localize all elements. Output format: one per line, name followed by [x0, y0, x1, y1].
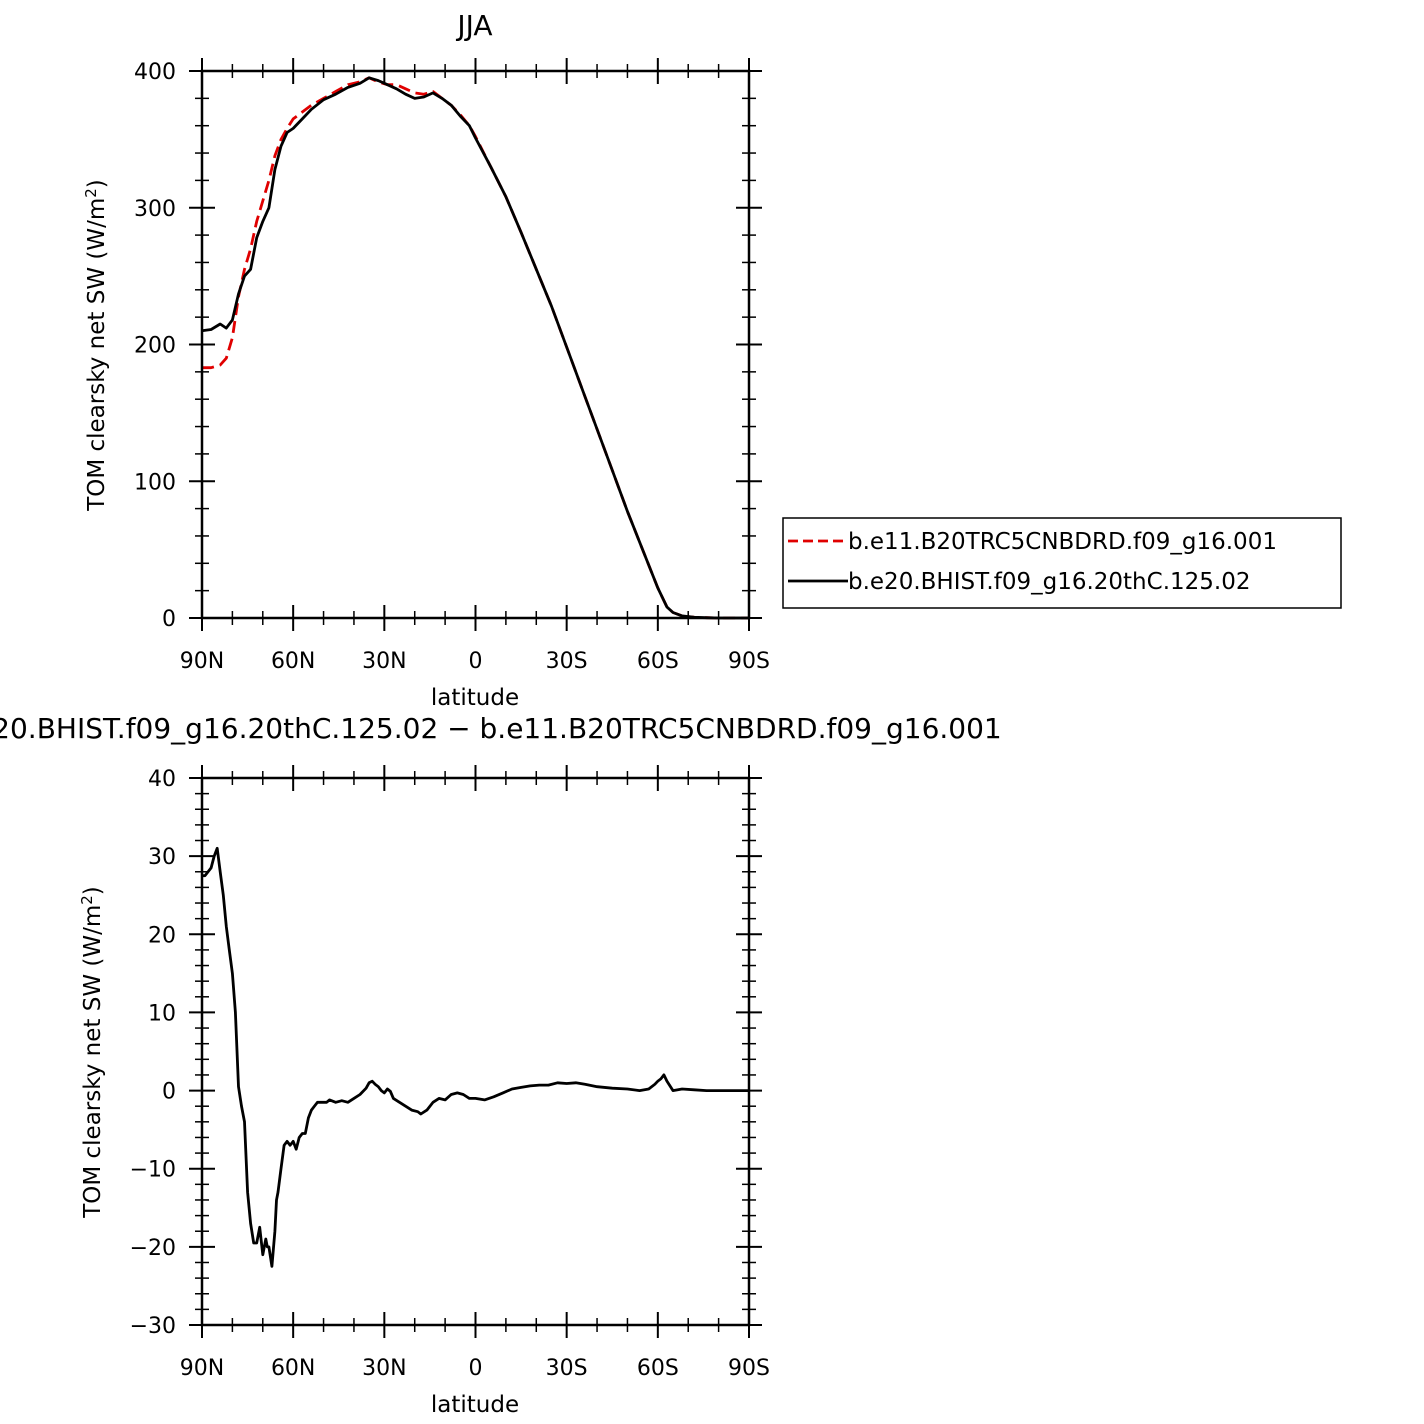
- top-panel: JJA 90N 60N 30N 0 30S 60S 90S 0 100 200 300 400 lat…: [82, 9, 1342, 711]
- bottom-y-axis-label-main: TOM clearsky net SW (W/m: [80, 905, 106, 1219]
- series-line-1: [202, 76, 749, 620]
- top-series-group: [201, 76, 749, 620]
- series-line-1: [202, 846, 749, 1268]
- legend-label-series-2: b.e20.BHIST.f09_g16.20thC.125.02: [848, 569, 1250, 595]
- bottom-x-axis-label: latitude: [431, 1392, 519, 1418]
- y-tick-label: 0: [162, 1080, 176, 1105]
- top-legend: b.e11.B20TRC5CNBDRD.f09_g16.001 b.e20.BH…: [782, 517, 1342, 609]
- x-tick-label: 30N: [362, 1356, 406, 1381]
- x-tick-label: 90N: [180, 1356, 224, 1381]
- bottom-tick-labels: 90N 60N 30N 0 30S 60S 90S −30 −20 −10 0 10 20 30 40: [130, 767, 770, 1381]
- bottom-plot-frame: [200, 776, 751, 1327]
- y-tick-label: −20: [130, 1236, 176, 1261]
- y-tick-label: −30: [130, 1314, 176, 1339]
- top-y-axis-label-main: TOM clearsky net SW (W/m: [84, 198, 110, 512]
- top-y-axis-label-sup: 2: [82, 188, 100, 198]
- bottom-y-axis-label-end: ): [80, 886, 106, 895]
- bottom-ticks: [189, 765, 762, 1338]
- y-tick-label: 400: [134, 60, 176, 85]
- x-tick-label: 30S: [546, 1356, 588, 1381]
- y-tick-label: 100: [134, 470, 176, 495]
- legend-box: [782, 517, 1342, 609]
- x-tick-label: 0: [469, 1356, 483, 1381]
- bottom-y-axis-label-sup: 2: [78, 895, 96, 905]
- x-tick-label: 60N: [271, 649, 315, 674]
- y-tick-label: 200: [134, 334, 176, 359]
- y-tick-label: 30: [148, 845, 176, 870]
- x-tick-label: 30S: [546, 649, 588, 674]
- legend-label-series-1: b.e11.B20TRC5CNBDRD.f09_g16.001: [848, 529, 1277, 555]
- y-tick-label: 300: [134, 197, 176, 222]
- y-tick-label: 40: [148, 767, 176, 792]
- top-x-axis-label: latitude: [431, 685, 519, 711]
- y-tick-label: 20: [148, 923, 176, 948]
- bottom-plot-title: b.e20.BHIST.f09_g16.20thC.125.02 − b.e11…: [0, 712, 1002, 745]
- top-y-axis-label: TOM clearsky net SW (W/m2): [82, 179, 110, 512]
- x-tick-label: 0: [469, 649, 483, 674]
- x-tick-label: 30N: [362, 649, 406, 674]
- y-tick-label: 10: [148, 1001, 176, 1026]
- top-ticks: [189, 58, 762, 631]
- x-tick-label: 90S: [728, 1356, 770, 1381]
- bottom-series-group: [202, 846, 749, 1268]
- y-tick-label: −10: [130, 1158, 176, 1183]
- series-line-2: [201, 76, 749, 620]
- x-tick-label: 60S: [637, 649, 679, 674]
- x-tick-label: 60S: [637, 1356, 679, 1381]
- top-plot-title: JJA: [455, 9, 492, 42]
- bottom-y-axis-label: TOM clearsky net SW (W/m2): [78, 886, 106, 1219]
- y-tick-label: 0: [162, 607, 176, 632]
- bottom-panel: b.e20.BHIST.f09_g16.20thC.125.02 − b.e11…: [0, 712, 1002, 1418]
- top-tick-labels: 90N 60N 30N 0 30S 60S 90S 0 100 200 300 400: [134, 60, 770, 674]
- top-y-axis-label-end: ): [84, 179, 110, 188]
- x-tick-label: 60N: [271, 1356, 315, 1381]
- top-plot-frame: [200, 69, 751, 620]
- x-tick-label: 90S: [728, 649, 770, 674]
- x-tick-label: 90N: [180, 649, 224, 674]
